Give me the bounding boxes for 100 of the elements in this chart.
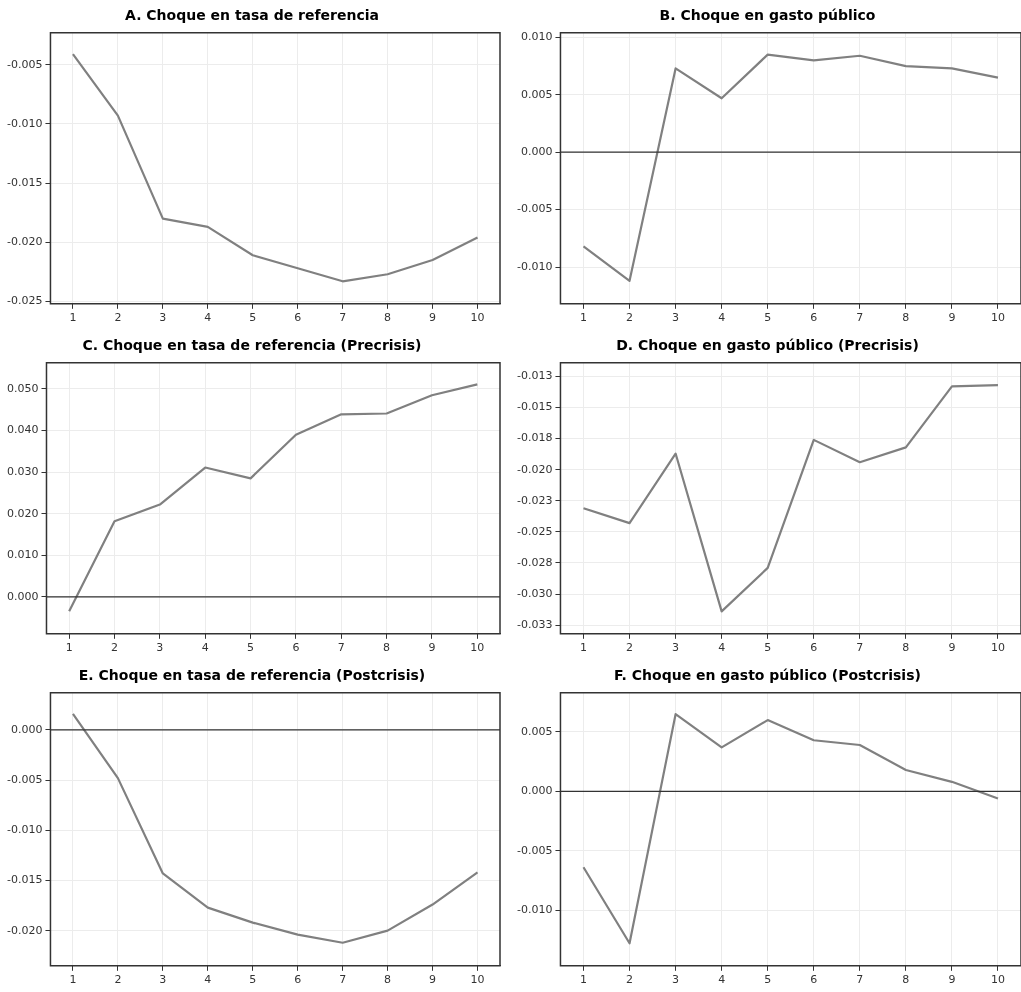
y-tick-label: 0.040 [6,423,39,437]
chart-title: C. Choque en tasa de referencia (Precrisis) [82,337,422,354]
x-tick-label: 6 [810,973,818,987]
x-tick-label: 10 [470,311,485,325]
y-tick-label: -0.023 [516,493,553,507]
x-tick-label: 2 [626,641,634,655]
y-tick-label: 0.000 [520,145,553,159]
x-tick-label: 9 [948,311,956,325]
x-tick-label: 9 [948,973,956,987]
y-tick-label: -0.030 [516,586,553,600]
x-tick-label: 5 [249,311,257,325]
x-tick-label: 9 [948,641,956,655]
y-tick-label: 0.010 [6,548,39,562]
x-tick-label: 1 [579,641,587,655]
y-tick-label: -0.025 [516,524,553,538]
y-tick-label: -0.010 [6,823,43,837]
chart-title: B. Choque en gasto público [659,7,876,24]
x-tick-label: 7 [856,641,864,655]
x-tick-label: 9 [429,311,437,325]
x-tick-label: 3 [672,973,680,987]
x-tick-label: 4 [718,311,726,325]
x-tick-label: 2 [114,311,122,325]
x-tick-label: 2 [626,973,634,987]
y-tick-label: 0.020 [6,506,39,520]
x-tick-label: 8 [383,641,391,655]
y-tick-label: -0.025 [6,294,43,308]
x-tick-label: 3 [159,973,167,987]
y-tick-label: 0.030 [6,464,39,478]
x-tick-label: 4 [718,641,726,655]
y-tick-label: -0.005 [6,772,43,786]
x-tick-label: 7 [339,973,347,987]
x-tick-label: 1 [69,311,77,325]
y-tick-label: -0.010 [516,902,553,916]
x-tick-label: 8 [902,641,910,655]
x-tick-label: 5 [764,641,772,655]
y-tick-label: -0.020 [516,462,553,476]
x-tick-label: 8 [384,973,392,987]
x-tick-label: 10 [470,641,485,655]
y-tick-label: -0.005 [516,843,553,857]
x-tick-label: 9 [429,973,437,987]
y-tick-label: 0.010 [520,30,553,44]
chart-title: F. Choque en gasto público (Postcrisis) [614,667,921,684]
y-tick-label: -0.015 [6,873,43,887]
x-tick-label: 10 [990,641,1005,655]
x-tick-label: 7 [856,973,864,987]
y-tick-label: 0.000 [6,589,39,603]
x-tick-label: 9 [428,641,436,655]
x-tick-label: 1 [579,973,587,987]
x-tick-label: 4 [204,311,212,325]
x-tick-label: 3 [156,641,164,655]
y-tick-label: -0.020 [6,923,43,937]
x-tick-label: 4 [201,641,209,655]
y-tick-label: -0.020 [6,235,43,249]
x-tick-label: 4 [718,973,726,987]
x-tick-label: 10 [990,973,1005,987]
x-tick-label: 1 [65,641,73,655]
x-tick-label: 6 [292,641,300,655]
y-tick-label: -0.005 [6,57,43,71]
x-tick-label: 10 [990,311,1005,325]
x-tick-label: 8 [902,311,910,325]
y-tick-label: -0.018 [516,431,553,445]
chart-title: A. Choque en tasa de referencia [125,7,379,24]
y-tick-label: -0.010 [6,116,43,130]
y-tick-label: -0.028 [516,555,553,569]
x-tick-label: 5 [247,641,255,655]
y-tick-label: -0.033 [516,617,553,631]
x-tick-label: 7 [337,641,345,655]
y-tick-label: -0.005 [516,202,553,216]
y-tick-label: 0.050 [6,381,39,395]
x-tick-label: 3 [672,311,680,325]
x-tick-label: 6 [810,641,818,655]
x-tick-label: 6 [810,311,818,325]
x-tick-label: 1 [69,973,77,987]
x-tick-label: 2 [111,641,119,655]
x-tick-label: 6 [294,973,302,987]
y-tick-label: -0.013 [516,369,553,383]
x-tick-label: 1 [579,311,587,325]
x-tick-label: 10 [470,973,485,987]
y-tick-label: 0.005 [520,724,553,738]
x-tick-label: 6 [294,311,302,325]
y-tick-label: -0.010 [516,259,553,273]
x-tick-label: 5 [764,311,772,325]
y-tick-label: -0.015 [516,400,553,414]
x-tick-label: 5 [764,973,772,987]
x-tick-label: 3 [672,641,680,655]
y-tick-label: 0.000 [520,784,553,798]
x-tick-label: 7 [856,311,864,325]
x-tick-label: 2 [626,311,634,325]
y-tick-label: -0.015 [6,175,43,189]
chart-title: D. Choque en gasto público (Precrisis) [616,337,919,354]
x-tick-label: 4 [204,973,212,987]
chart-title: E. Choque en tasa de referencia (Postcrisis) [78,667,426,684]
x-tick-label: 5 [249,973,257,987]
x-tick-label: 7 [339,311,347,325]
x-tick-label: 2 [114,973,122,987]
x-tick-label: 8 [902,973,910,987]
x-tick-label: 3 [159,311,167,325]
y-tick-label: 0.005 [520,87,553,101]
y-tick-label: 0.000 [10,722,43,736]
x-tick-label: 8 [384,311,392,325]
